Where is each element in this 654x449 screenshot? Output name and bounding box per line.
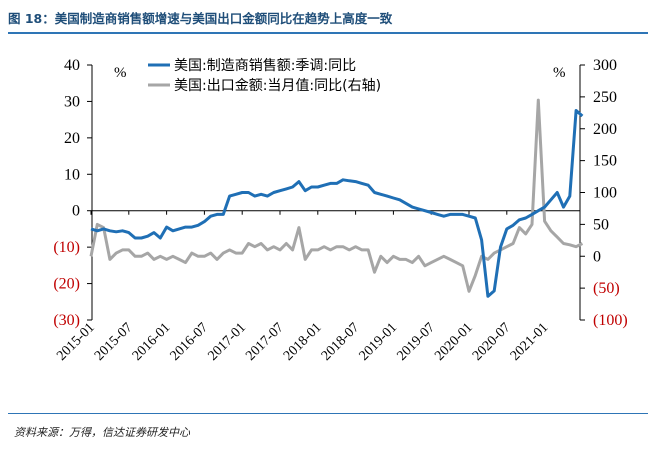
right-tick-label: 250 [593,89,617,106]
left-y-axis: 40 30 20 10 0 (10) (20) (30) [53,57,93,329]
left-tick-label: 40 [64,57,80,74]
right-tick-label: 100 [593,185,617,202]
x-tick-label: 2018-07 [319,320,363,364]
x-tick-label: 2015-07 [92,320,136,364]
right-tick-label: (100) [593,312,628,329]
x-tick-label: 2020-01 [432,320,476,364]
title-divider [8,32,648,34]
left-tick-label: 0 [72,203,80,220]
right-tick-label: 200 [593,121,617,138]
x-tick-label: 2018-01 [281,320,325,364]
right-axis-unit: % [553,65,566,81]
right-tick-label: (50) [593,280,620,297]
series-lines [89,98,584,298]
right-tick-label: 50 [593,216,609,233]
legend-label-series1: 美国:制造商销售额:季调:同比 [174,58,356,74]
left-tick-label: 10 [64,166,80,183]
legend-label-series2: 美国:出口金额:当月值:同比(右轴) [174,78,381,94]
left-tick-label: (10) [53,239,80,256]
x-tick-label: 2016-01 [130,320,174,364]
right-y-axis: 300 250 200 150 100 50 0 (50) (100) [579,57,628,329]
right-tick-label: 300 [593,57,617,74]
left-axis-unit: % [114,65,127,81]
left-tick-label: 20 [64,130,80,147]
x-tick-label: 2017-01 [205,320,249,364]
page-title: 图 18：美国制造商销售额增速与美国出口金额同比在趋势上高度一致 [8,11,393,26]
series-line-exports [89,98,584,293]
x-tick-label: 2021-01 [508,320,552,364]
left-tick-label: 30 [64,93,80,110]
x-tick-label: 2019-07 [394,320,438,364]
left-tick-label: (20) [53,276,80,293]
source-note: 资料来源：万得，信达证券研发中心 [14,426,190,439]
legend: 美国:制造商销售额:季调:同比 美国:出口金额:当月值:同比(右轴) [148,58,381,94]
x-tick-label: 2016-07 [168,320,212,364]
footer-divider [8,413,648,414]
left-tick-label: (30) [53,312,80,329]
series-line-manufacturers [90,109,584,298]
x-tick-label: 2020-07 [470,320,514,364]
right-tick-label: 0 [593,248,601,265]
right-tick-label: 150 [593,153,617,170]
x-tick-label: 2017-07 [243,320,287,364]
x-tick-label: 2019-01 [357,320,401,364]
